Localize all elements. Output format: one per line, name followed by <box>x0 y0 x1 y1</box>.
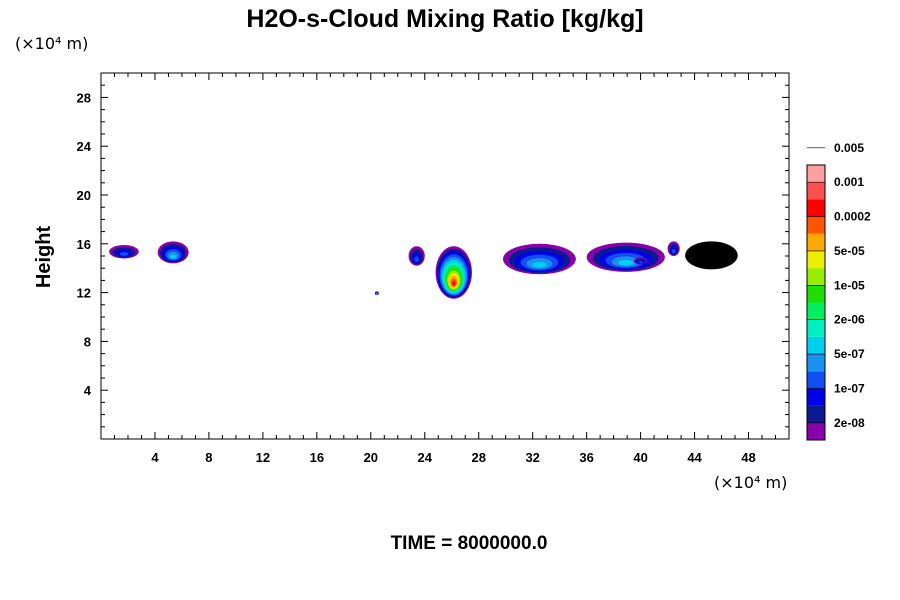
colorbar-segment <box>807 268 825 286</box>
cloud-contour <box>671 249 676 254</box>
colorbar-label: 5e-05 <box>834 244 865 258</box>
cloud-region <box>157 241 189 264</box>
colorbar-segment <box>807 422 825 440</box>
x-tick-label: 28 <box>471 450 485 465</box>
y-tick-label: 20 <box>77 188 91 203</box>
y-tick-label: 28 <box>77 90 91 105</box>
colorbar-segment <box>807 285 825 303</box>
y-axis-label: Height <box>33 226 55 289</box>
colorbar-label: 0.005 <box>834 141 864 155</box>
colorbar-segment <box>807 250 825 269</box>
x-tick-label: 12 <box>256 450 270 465</box>
colorbar-segment <box>807 302 825 320</box>
x-tick-label: 16 <box>310 450 324 465</box>
cloud-region <box>633 257 648 265</box>
colorbar-segment <box>807 319 825 337</box>
cloud-contour <box>618 259 634 266</box>
y-tick-label: 24 <box>77 139 92 154</box>
colorbar-label: 5e-07 <box>834 347 865 361</box>
cloud-region <box>374 291 379 296</box>
colorbar-label: 2e-06 <box>834 313 865 327</box>
y-unit-label: (×10⁴ m) <box>15 34 88 53</box>
colorbar-segment <box>807 182 825 200</box>
x-tick-label: 20 <box>364 450 378 465</box>
cloud-layer <box>109 241 738 299</box>
cloud-region <box>109 245 139 259</box>
colorbar-label: 1e-07 <box>834 381 865 395</box>
chart-title: H2O-s-Cloud Mixing Ratio [kg/kg] <box>246 5 643 33</box>
x-tick-label: 40 <box>633 450 647 465</box>
cloud-region <box>435 246 472 299</box>
cloud-region <box>586 242 665 272</box>
colorbar-segment <box>807 354 825 372</box>
cloud-contour <box>119 252 129 256</box>
colorbar-segment <box>807 371 825 389</box>
x-tick-label: 48 <box>741 450 755 465</box>
cloud-region <box>408 246 425 266</box>
cloud-region <box>685 241 738 270</box>
y-tick-label: 12 <box>77 286 91 301</box>
colorbar-label: 2e-08 <box>834 416 865 430</box>
x-tick-label: 32 <box>525 450 539 465</box>
cloud-contour <box>414 256 419 263</box>
cloud-region <box>503 243 576 275</box>
cloud-contour <box>170 254 177 259</box>
colorbar-label: 0.0002 <box>834 210 871 224</box>
x-unit-label: (×10⁴ m) <box>714 473 787 492</box>
colorbar-segment <box>807 216 825 234</box>
y-tick-label: 16 <box>77 237 91 252</box>
colorbar-label: 0.001 <box>834 175 864 189</box>
colorbar: 2e-08 1e-07 5e-07 2e-06 1e-05 5e-05 0.0002 0.00… <box>806 141 871 441</box>
colorbar-segment <box>807 199 825 217</box>
colorbar-segment <box>807 405 825 423</box>
time-label: TIME = 8000000.0 <box>391 533 548 554</box>
y-tick-label: 8 <box>84 334 91 349</box>
colorbar-label: 1e-05 <box>834 278 865 292</box>
x-axis: 4 8 12 16 20 24 28 32 36 40 44 48 <box>113 73 777 465</box>
x-tick-label: 36 <box>579 450 593 465</box>
y-tick-label: 4 <box>84 383 92 398</box>
y-axis: 4 8 12 16 20 24 28 <box>77 84 789 428</box>
cloud-contour <box>532 261 547 268</box>
x-tick-label: 4 <box>151 450 159 465</box>
cloud-contour <box>638 261 643 264</box>
cloud-contour <box>697 250 726 267</box>
cloud-contour <box>376 293 378 295</box>
x-tick-label: 8 <box>205 450 212 465</box>
x-tick-label: 24 <box>418 450 433 465</box>
colorbar-segment <box>807 336 825 355</box>
cloud-contour <box>452 281 456 286</box>
colorbar-segment <box>807 233 825 251</box>
cloud-region <box>667 241 680 256</box>
colorbar-segment <box>807 165 825 183</box>
x-tick-label: 44 <box>687 450 702 465</box>
colorbar-segment <box>807 388 825 406</box>
colorbar-frame <box>806 164 826 441</box>
